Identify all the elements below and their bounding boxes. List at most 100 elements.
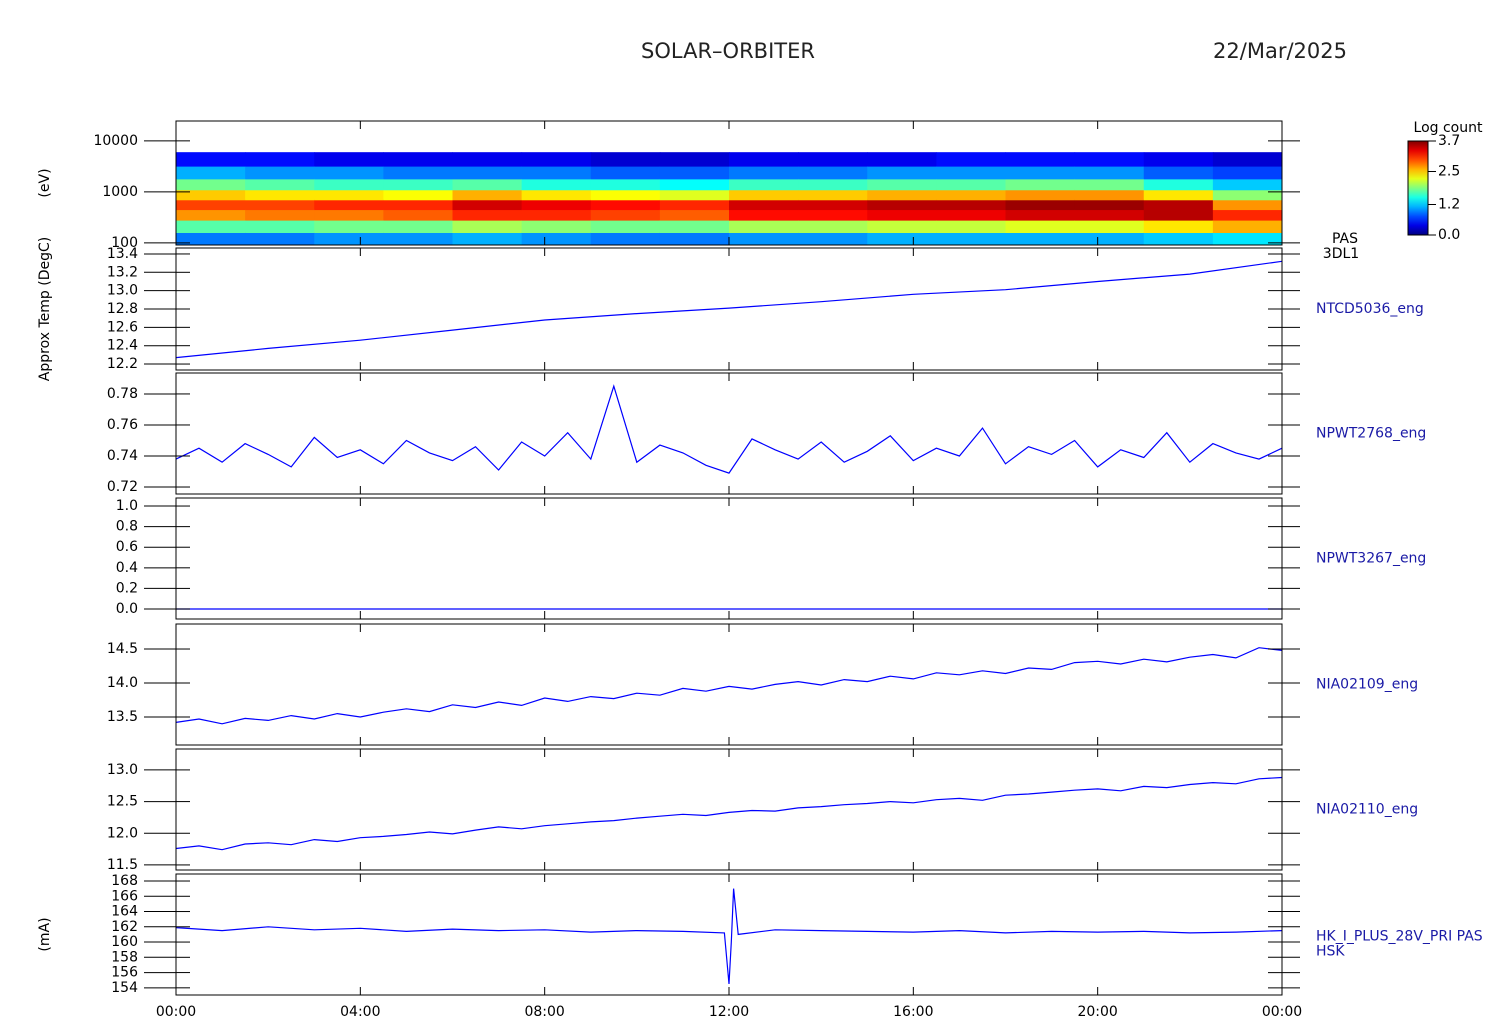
heatmap-cell	[176, 232, 246, 246]
y-tick-label: 160	[111, 934, 138, 950]
heatmap-cell	[1074, 166, 1145, 180]
heatmap-cell	[383, 189, 453, 201]
heatmap-cell	[1074, 209, 1145, 221]
line-series	[175, 776, 1283, 851]
heatmap-cell	[729, 199, 799, 211]
heatmap-cell	[1074, 152, 1145, 167]
heatmap-cell	[176, 199, 246, 211]
heatmap-cell	[245, 189, 315, 201]
panel-label: NPWT3267_eng	[1316, 551, 1426, 567]
heatmap-cell	[383, 152, 453, 167]
heatmap-cell	[936, 178, 1006, 191]
colorbar-tick-label: 2.5	[1438, 163, 1460, 179]
heatmap-cell	[1005, 199, 1076, 211]
heatmap-cell	[1074, 220, 1145, 233]
heatmap-cell	[1005, 166, 1076, 180]
heatmap-cell	[245, 209, 315, 221]
heatmap-cell	[936, 232, 1006, 246]
y-tick-label: 1000	[102, 184, 138, 200]
x-tick-label: 16:00	[893, 1004, 933, 1020]
heatmap-cell	[867, 220, 937, 233]
heatmap-cell	[867, 232, 937, 246]
heatmap-cell	[590, 209, 661, 221]
heatmap-cell	[452, 199, 523, 211]
heatmap-cell	[1212, 199, 1283, 211]
heatmap-cell	[383, 209, 453, 221]
colorbar-tick-label: 3.7	[1438, 133, 1460, 149]
heatmap-cell	[521, 152, 592, 167]
heatmap-cell	[314, 232, 384, 246]
y-tick-label: 13.0	[107, 762, 138, 778]
panel-label: HSK	[1316, 944, 1345, 960]
heatmap-cell	[1212, 166, 1283, 180]
heatmap-cell	[1074, 199, 1145, 211]
heatmap-cell	[936, 166, 1006, 180]
heatmap-cell	[176, 178, 246, 191]
y-tick-label: 0.4	[116, 560, 138, 576]
y-tick-label: 158	[111, 949, 138, 965]
heatmap-cell	[729, 189, 799, 201]
heatmap-cell	[176, 189, 246, 201]
heatmap-cell	[1074, 232, 1145, 246]
line-series	[175, 647, 1283, 725]
heatmap-cell	[245, 232, 315, 246]
panel-label: NIA02109_eng	[1316, 677, 1418, 693]
panel-label: NIA02110_eng	[1316, 802, 1418, 818]
heatmap-cell	[452, 189, 523, 201]
heatmap-cell	[383, 178, 453, 191]
heatmap-cell	[314, 189, 384, 201]
heatmap-cell	[383, 199, 453, 211]
y-tick-label: 12.4	[107, 338, 138, 354]
heatmap-cell	[245, 178, 315, 191]
heatmap-cell	[314, 220, 384, 233]
y-tick-label: 166	[111, 888, 138, 904]
heatmap-cell	[1005, 209, 1076, 221]
y-tick-label: 156	[111, 965, 138, 981]
y-axis-label: Approx Temp (DegC)	[37, 237, 53, 381]
y-tick-label: 0.74	[107, 448, 138, 464]
panel-label: HK_I_PLUS_28V_PRI PAS	[1316, 929, 1483, 945]
heatmap-cell	[176, 220, 246, 233]
y-axis-label: (eV)	[37, 168, 53, 197]
y-tick-label: 13.0	[107, 283, 138, 299]
colorbar-tick-label: 1.2	[1438, 197, 1460, 213]
heatmap-cell	[1005, 178, 1076, 191]
heatmap-cell	[729, 209, 799, 221]
heatmap-cell	[1212, 209, 1283, 221]
heatmap-cell	[314, 178, 384, 191]
y-tick-label: 0.6	[116, 539, 138, 555]
colorbar	[1407, 140, 1429, 236]
heatmap-cell	[521, 199, 592, 211]
heatmap-cell	[936, 209, 1006, 221]
heatmap-cell	[314, 209, 384, 221]
panel-label: 3DL1	[1323, 246, 1359, 262]
heatmap-cell	[590, 178, 661, 191]
heatmap-cell	[1212, 178, 1283, 191]
heatmap-cell	[1143, 199, 1214, 211]
heatmap-cell	[659, 189, 730, 201]
heatmap-cell	[452, 232, 523, 246]
x-tick-label: 08:00	[524, 1004, 564, 1020]
heatmap-cell	[590, 199, 661, 211]
heatmap-cell	[729, 178, 799, 191]
y-tick-label: 0.2	[116, 580, 138, 596]
heatmap-cell	[314, 199, 384, 211]
heatmap-cell	[452, 166, 523, 180]
heatmap-cell	[729, 220, 799, 233]
heatmap-cell	[798, 152, 868, 167]
y-tick-label: 14.5	[107, 641, 138, 657]
heatmap-cell	[1143, 178, 1214, 191]
heatmap-cell	[798, 232, 868, 246]
y-tick-label: 12.2	[107, 356, 138, 372]
heatmap-cell	[867, 189, 937, 201]
y-tick-label: 1.0	[116, 498, 138, 514]
heatmap-cell	[798, 189, 868, 201]
heatmap-cell	[383, 166, 453, 180]
heatmap-cell	[245, 220, 315, 233]
heatmap-cell	[729, 166, 799, 180]
heatmap-cell	[729, 232, 799, 246]
x-tick-label: 04:00	[340, 1004, 380, 1020]
heatmap-cell	[1212, 220, 1283, 233]
line-series	[175, 888, 1283, 985]
